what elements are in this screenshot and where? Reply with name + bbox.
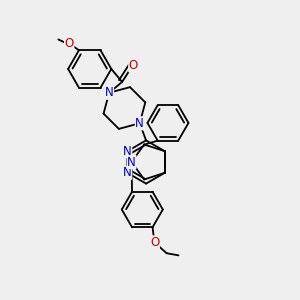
Text: N: N [123, 166, 132, 179]
Text: O: O [150, 236, 159, 249]
Text: N: N [127, 155, 136, 169]
Text: O: O [64, 37, 74, 50]
Text: O: O [129, 59, 138, 72]
Text: N: N [105, 86, 113, 99]
Text: N: N [135, 117, 144, 130]
Text: N: N [123, 145, 132, 158]
